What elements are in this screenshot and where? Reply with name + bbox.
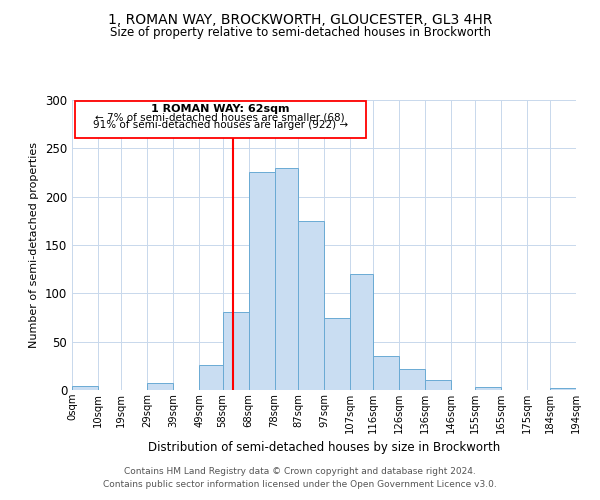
FancyBboxPatch shape xyxy=(74,101,365,138)
Text: ← 7% of semi-detached houses are smaller (68): ← 7% of semi-detached houses are smaller… xyxy=(95,112,345,122)
Bar xyxy=(425,380,451,390)
Text: Contains public sector information licensed under the Open Government Licence v3: Contains public sector information licen… xyxy=(103,480,497,489)
Bar xyxy=(400,368,425,390)
Bar xyxy=(248,172,275,390)
Bar xyxy=(223,312,248,390)
Bar xyxy=(199,365,223,390)
Y-axis label: Number of semi-detached properties: Number of semi-detached properties xyxy=(29,142,40,348)
Bar xyxy=(475,387,500,390)
Bar xyxy=(373,356,400,390)
Text: 91% of semi-detached houses are larger (922) →: 91% of semi-detached houses are larger (… xyxy=(92,120,347,130)
Bar xyxy=(324,318,350,390)
Bar xyxy=(550,388,576,390)
Text: Contains HM Land Registry data © Crown copyright and database right 2024.: Contains HM Land Registry data © Crown c… xyxy=(124,467,476,476)
Text: 1 ROMAN WAY: 62sqm: 1 ROMAN WAY: 62sqm xyxy=(151,104,289,114)
Text: Size of property relative to semi-detached houses in Brockworth: Size of property relative to semi-detach… xyxy=(110,26,491,39)
Bar xyxy=(275,168,298,390)
Bar xyxy=(350,274,373,390)
X-axis label: Distribution of semi-detached houses by size in Brockworth: Distribution of semi-detached houses by … xyxy=(148,442,500,454)
Bar xyxy=(298,221,324,390)
Bar xyxy=(72,386,98,390)
Text: 1, ROMAN WAY, BROCKWORTH, GLOUCESTER, GL3 4HR: 1, ROMAN WAY, BROCKWORTH, GLOUCESTER, GL… xyxy=(108,12,492,26)
Bar xyxy=(148,383,173,390)
